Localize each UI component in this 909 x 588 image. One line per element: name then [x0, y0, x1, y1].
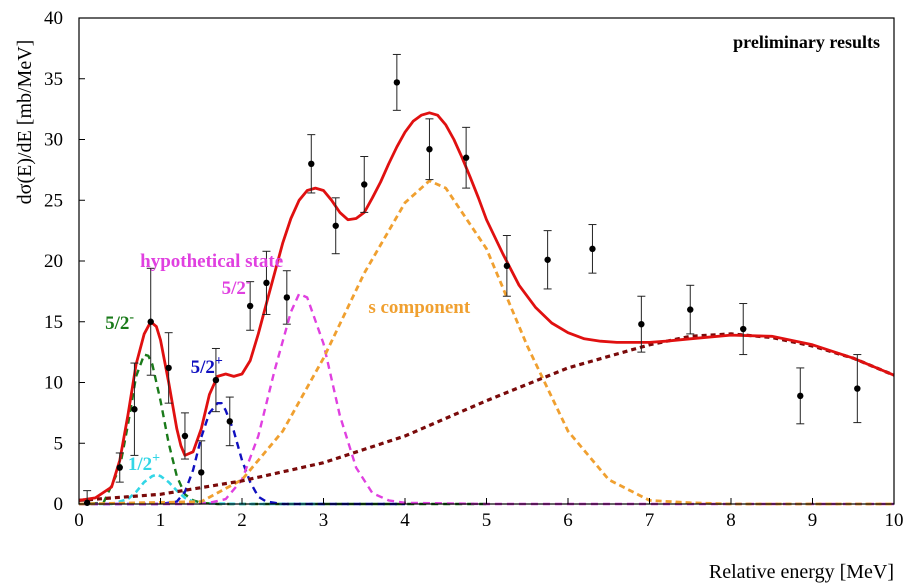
- y-axis: 0 5 10 15 20 25 30 35 40: [44, 8, 85, 515]
- data-point: [797, 392, 804, 400]
- preliminary-note: preliminary results: [733, 32, 880, 52]
- series-line-4: [78, 179, 894, 506]
- annotation-lab-12p: 1/2+: [128, 451, 160, 475]
- data-point: [147, 318, 154, 325]
- data-point: [426, 146, 433, 153]
- annotation-superscript: +: [152, 451, 160, 466]
- series-line-6: [78, 111, 895, 502]
- annotation-superscript: -: [129, 310, 134, 325]
- data-point: [198, 469, 205, 476]
- annotation-lab-scomp: s component: [368, 297, 471, 318]
- y-tick-label: 20: [44, 251, 63, 272]
- annotation-text: 5/2: [105, 313, 129, 334]
- annotation-text: s component: [368, 297, 471, 318]
- data-point: [165, 364, 172, 372]
- x-tick-label: 8: [726, 510, 736, 531]
- data-point: [283, 294, 291, 301]
- data-point: [503, 262, 511, 270]
- x-tick-label: 9: [808, 510, 818, 531]
- series-line-2: [79, 402, 405, 506]
- x-tick-label: 1: [156, 510, 166, 531]
- data-point: [393, 79, 401, 86]
- data-point: [263, 279, 270, 287]
- annotation-lab-hyp: hypothetical state: [140, 251, 283, 272]
- y-tick-label: 5: [54, 433, 64, 454]
- y-tick-label: 15: [44, 312, 63, 333]
- data-point: [246, 302, 254, 310]
- data-point: [462, 154, 470, 161]
- data-point: [638, 320, 645, 328]
- x-tick-label: 10: [885, 510, 904, 531]
- y-tick-label: 35: [44, 69, 63, 90]
- annotation-lab-52m-magenta: 5/2-: [222, 275, 251, 299]
- annotation-lab-52p: 5/2+: [191, 354, 223, 378]
- annotation-lab-52m-green: 5/2-: [105, 310, 134, 334]
- y-axis-label: dσ(E)/dE [mb/MeV]: [14, 40, 36, 205]
- data-point: [212, 376, 220, 384]
- annotation-superscript: -: [246, 275, 251, 290]
- annotation-text: 5/2: [191, 357, 215, 378]
- x-tick-label: 5: [482, 510, 492, 531]
- x-tick-label: 3: [319, 510, 329, 531]
- x-tick-label: 7: [645, 510, 655, 531]
- series-line-3: [79, 292, 894, 506]
- annotation-text: 5/2: [222, 278, 246, 299]
- data-point: [332, 222, 339, 229]
- series-line-1: [79, 473, 324, 506]
- annotation-superscript: +: [215, 354, 223, 369]
- data-point: [544, 256, 551, 263]
- data-point: [83, 499, 91, 506]
- y-tick-label: 40: [44, 8, 63, 29]
- data-point: [361, 181, 368, 188]
- data-point: [854, 385, 861, 392]
- data-point: [740, 325, 747, 333]
- data-point: [687, 306, 694, 313]
- annotation-text: hypothetical state: [140, 251, 283, 272]
- annotation-text: 1/2: [128, 454, 152, 475]
- series-line-0: [78, 353, 487, 506]
- y-tick-label: 25: [44, 190, 63, 211]
- x-tick-label: 6: [563, 510, 573, 531]
- x-tick-label: 4: [400, 510, 410, 531]
- plot-lines: [78, 111, 895, 506]
- x-tick-label: 2: [237, 510, 247, 531]
- y-tick-label: 10: [44, 373, 63, 394]
- data-point: [589, 245, 596, 253]
- data-point: [308, 160, 315, 167]
- data-point: [116, 464, 123, 471]
- x-tick-label: 0: [74, 510, 84, 531]
- data-point: [226, 418, 233, 425]
- data-point: [131, 406, 138, 413]
- x-axis: 0 1 2 3 4 5 6 7 8 9 10: [74, 498, 904, 531]
- x-axis-label: Relative energy [MeV]: [709, 561, 894, 583]
- y-tick-label: 0: [54, 494, 64, 515]
- y-tick-label: 30: [44, 130, 63, 151]
- data-point: [181, 432, 189, 440]
- series-line-5: [78, 332, 895, 502]
